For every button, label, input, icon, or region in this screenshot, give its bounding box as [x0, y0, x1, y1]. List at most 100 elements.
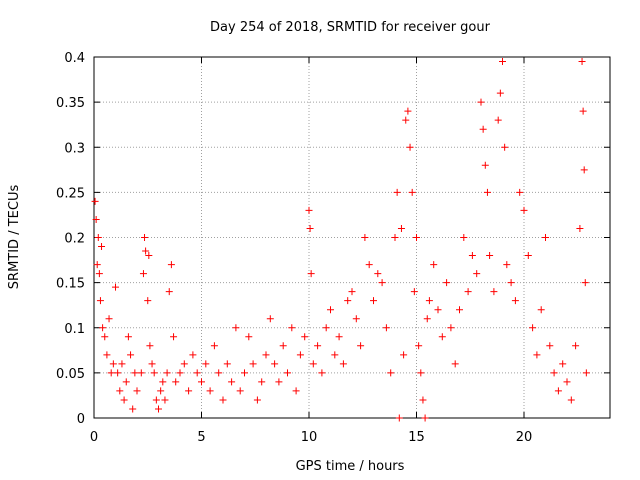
- data-point: [118, 360, 126, 368]
- data-point: [94, 234, 102, 241]
- x-tick-label: 15: [408, 430, 425, 445]
- data-point: [129, 405, 137, 413]
- data-point: [511, 297, 519, 305]
- data-point: [546, 342, 554, 350]
- data-point: [309, 360, 317, 368]
- data-point: [253, 396, 261, 404]
- data-point: [93, 261, 101, 269]
- data-point: [460, 234, 468, 241]
- chart-title: Day 254 of 2018, SRMTID for receiver gou…: [210, 20, 491, 35]
- data-points: [91, 58, 590, 422]
- data-point: [479, 125, 487, 133]
- data-point: [271, 360, 279, 368]
- data-point: [95, 270, 103, 278]
- data-point: [339, 360, 347, 368]
- y-tick-label: 0.05: [56, 367, 85, 382]
- data-point: [185, 387, 193, 395]
- data-point: [180, 360, 188, 368]
- data-point: [529, 324, 537, 332]
- data-point: [537, 306, 545, 314]
- data-point: [554, 387, 562, 395]
- data-point: [120, 396, 128, 404]
- data-point: [581, 279, 589, 287]
- data-point: [144, 297, 152, 305]
- data-point: [170, 333, 178, 341]
- data-point: [378, 279, 386, 287]
- data-point: [288, 324, 296, 332]
- data-point: [357, 342, 365, 350]
- data-point: [232, 324, 240, 332]
- data-point: [314, 342, 322, 350]
- data-point: [206, 387, 214, 395]
- data-point: [107, 369, 115, 377]
- data-point: [327, 306, 334, 314]
- data-point: [193, 369, 201, 377]
- data-point: [447, 324, 455, 332]
- data-point: [159, 378, 167, 386]
- data-point: [150, 369, 158, 377]
- data-point: [417, 369, 425, 377]
- data-point: [524, 252, 532, 260]
- data-point: [161, 396, 169, 404]
- x-tick-label: 20: [516, 430, 533, 445]
- data-point: [430, 261, 438, 269]
- data-point: [408, 188, 416, 196]
- data-point: [142, 247, 150, 255]
- data-point: [122, 378, 130, 386]
- data-point: [141, 234, 149, 241]
- data-point: [352, 315, 360, 323]
- data-point: [210, 342, 218, 350]
- data-point: [481, 161, 489, 169]
- data-point: [423, 315, 431, 323]
- data-point: [114, 369, 122, 377]
- data-point: [507, 279, 515, 287]
- data-point: [152, 396, 160, 404]
- data-point: [419, 396, 427, 404]
- data-point: [127, 351, 135, 359]
- data-point: [400, 351, 408, 359]
- data-point: [443, 279, 451, 287]
- y-tick-label: 0.3: [64, 141, 85, 156]
- data-point: [116, 387, 124, 395]
- data-point: [249, 360, 257, 368]
- data-point: [266, 315, 274, 323]
- data-point: [520, 206, 528, 214]
- data-point: [415, 342, 423, 350]
- data-point: [318, 369, 326, 377]
- data-point: [490, 288, 498, 296]
- y-tick-label: 0.15: [56, 277, 85, 292]
- data-point: [275, 378, 283, 386]
- data-point: [262, 351, 270, 359]
- data-point: [241, 369, 248, 377]
- data-point: [413, 234, 420, 241]
- data-point: [410, 288, 418, 296]
- data-point: [131, 369, 139, 377]
- data-point: [258, 378, 266, 386]
- data-point: [236, 387, 244, 395]
- data-point: [112, 283, 119, 291]
- data-point: [245, 333, 253, 341]
- data-point: [228, 378, 236, 386]
- data-point: [348, 288, 356, 296]
- data-point: [322, 324, 330, 332]
- data-point: [301, 333, 309, 341]
- data-point: [163, 369, 171, 377]
- data-point: [99, 324, 107, 332]
- y-axis-label: SRMTID / TECUs: [7, 185, 22, 290]
- y-tick-label: 0.4: [64, 51, 85, 66]
- data-point: [133, 387, 141, 395]
- data-point: [563, 378, 571, 386]
- data-point: [387, 369, 395, 377]
- data-point: [306, 224, 314, 232]
- data-point: [223, 360, 231, 368]
- data-point: [572, 342, 580, 350]
- data-point: [124, 333, 132, 341]
- data-point: [137, 369, 145, 377]
- data-point: [296, 351, 304, 359]
- data-point: [202, 360, 210, 368]
- data-point: [421, 414, 429, 422]
- data-point: [503, 261, 511, 269]
- data-point: [559, 360, 567, 368]
- data-point: [494, 116, 502, 124]
